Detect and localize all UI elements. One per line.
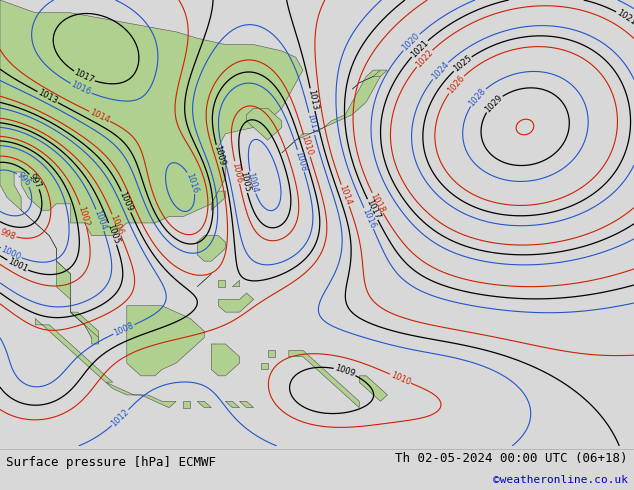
Polygon shape [247, 108, 281, 140]
Text: 1004: 1004 [245, 172, 259, 194]
Text: 1021: 1021 [615, 8, 634, 27]
Polygon shape [218, 280, 226, 287]
Text: 1010: 1010 [389, 370, 412, 387]
Text: 1009: 1009 [212, 145, 226, 167]
Text: 1016: 1016 [70, 80, 93, 97]
Polygon shape [56, 261, 99, 344]
Text: 1016: 1016 [360, 207, 377, 230]
Polygon shape [0, 0, 303, 344]
Polygon shape [226, 401, 240, 408]
Text: 1005: 1005 [238, 171, 252, 193]
Text: 1012: 1012 [305, 113, 319, 135]
Text: 1009: 1009 [333, 364, 356, 379]
Text: 1013: 1013 [306, 88, 319, 111]
Text: 1006: 1006 [108, 213, 125, 236]
Text: 1026: 1026 [446, 74, 467, 95]
Text: 1014: 1014 [337, 184, 353, 207]
Text: 996: 996 [15, 171, 32, 189]
Polygon shape [106, 382, 176, 408]
Text: 997: 997 [27, 172, 43, 191]
Text: 1017: 1017 [364, 198, 381, 221]
Polygon shape [240, 401, 254, 408]
Text: 1028: 1028 [467, 86, 488, 108]
Text: 1010: 1010 [299, 134, 314, 157]
Text: 1014: 1014 [88, 108, 111, 125]
Text: 1002: 1002 [76, 205, 91, 227]
Text: 1008: 1008 [294, 149, 308, 172]
Polygon shape [268, 350, 275, 357]
Text: 1001: 1001 [6, 257, 29, 274]
Polygon shape [197, 236, 226, 261]
Text: 1016: 1016 [184, 172, 200, 195]
Text: 998: 998 [0, 227, 17, 241]
Text: 1005: 1005 [105, 222, 120, 245]
Text: 1025: 1025 [451, 53, 474, 74]
Text: ©weatheronline.co.uk: ©weatheronline.co.uk [493, 475, 628, 485]
Text: Th 02-05-2024 00:00 UTC (06+18): Th 02-05-2024 00:00 UTC (06+18) [395, 452, 628, 465]
Polygon shape [197, 274, 211, 287]
Polygon shape [233, 280, 240, 287]
Text: 1000: 1000 [0, 245, 23, 262]
Text: 1004: 1004 [92, 209, 108, 232]
Polygon shape [261, 363, 268, 369]
Text: 1008: 1008 [112, 321, 136, 338]
Polygon shape [127, 306, 204, 376]
Polygon shape [359, 376, 387, 401]
Text: 1020: 1020 [401, 31, 422, 53]
Text: 1022: 1022 [414, 48, 435, 69]
Text: 1013: 1013 [36, 88, 59, 106]
Text: 1024: 1024 [430, 60, 451, 81]
Text: 1029: 1029 [483, 93, 504, 114]
Text: 1009: 1009 [118, 191, 134, 213]
Text: Surface pressure [hPa] ECMWF: Surface pressure [hPa] ECMWF [6, 456, 216, 469]
Polygon shape [353, 70, 387, 89]
Polygon shape [183, 401, 190, 408]
Polygon shape [289, 350, 359, 408]
Text: 1012: 1012 [110, 407, 131, 428]
Text: 1017: 1017 [73, 68, 96, 85]
Polygon shape [218, 293, 254, 312]
Polygon shape [211, 191, 226, 210]
Text: 1021: 1021 [409, 38, 430, 59]
Text: 1006: 1006 [231, 161, 243, 184]
Polygon shape [211, 344, 240, 376]
Polygon shape [36, 318, 113, 382]
Polygon shape [281, 70, 380, 153]
Polygon shape [197, 401, 211, 408]
Text: 1018: 1018 [368, 192, 387, 215]
